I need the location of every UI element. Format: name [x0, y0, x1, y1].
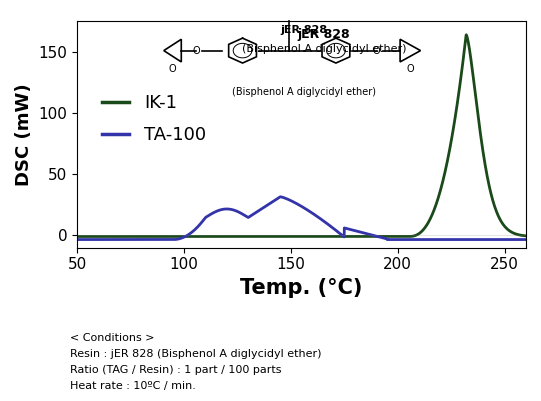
Y-axis label: DSC (mW): DSC (mW) [15, 83, 33, 186]
Text: Resin : jER 828 (Bisphenol A diglycidyl ether): Resin : jER 828 (Bisphenol A diglycidyl … [70, 349, 322, 359]
Legend: IK-1, TA-100: IK-1, TA-100 [95, 87, 213, 152]
Text: (Bisphenol A diglycidyl ether): (Bisphenol A diglycidyl ether) [242, 44, 406, 54]
Text: Heat rate : 10ºC / min.: Heat rate : 10ºC / min. [70, 381, 196, 391]
Text: < Conditions >: < Conditions > [70, 333, 155, 343]
Text: Ratio (TAG / Resin) : 1 part / 100 parts: Ratio (TAG / Resin) : 1 part / 100 parts [70, 365, 282, 375]
X-axis label: Temp. (°C): Temp. (°C) [240, 278, 363, 298]
Text: jER 828: jER 828 [298, 28, 351, 41]
